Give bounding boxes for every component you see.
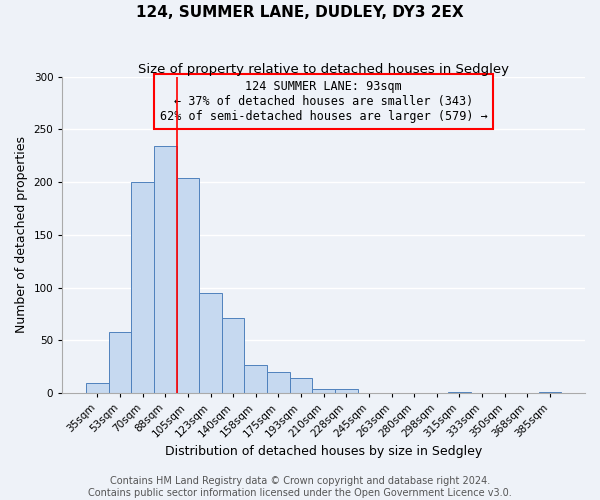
Title: Size of property relative to detached houses in Sedgley: Size of property relative to detached ho… <box>138 62 509 76</box>
Y-axis label: Number of detached properties: Number of detached properties <box>15 136 28 334</box>
Bar <box>222 318 244 393</box>
Bar <box>290 378 313 393</box>
X-axis label: Distribution of detached houses by size in Sedgley: Distribution of detached houses by size … <box>165 444 482 458</box>
Bar <box>176 178 199 393</box>
Bar <box>86 382 109 393</box>
Bar <box>267 372 290 393</box>
Text: 124 SUMMER LANE: 93sqm
← 37% of detached houses are smaller (343)
62% of semi-de: 124 SUMMER LANE: 93sqm ← 37% of detached… <box>160 80 488 123</box>
Bar <box>448 392 471 393</box>
Bar <box>109 332 131 393</box>
Text: 124, SUMMER LANE, DUDLEY, DY3 2EX: 124, SUMMER LANE, DUDLEY, DY3 2EX <box>136 5 464 20</box>
Bar <box>313 389 335 393</box>
Text: Contains HM Land Registry data © Crown copyright and database right 2024.
Contai: Contains HM Land Registry data © Crown c… <box>88 476 512 498</box>
Bar <box>335 389 358 393</box>
Bar <box>244 364 267 393</box>
Bar <box>539 392 561 393</box>
Bar <box>199 293 222 393</box>
Bar <box>154 146 176 393</box>
Bar <box>131 182 154 393</box>
